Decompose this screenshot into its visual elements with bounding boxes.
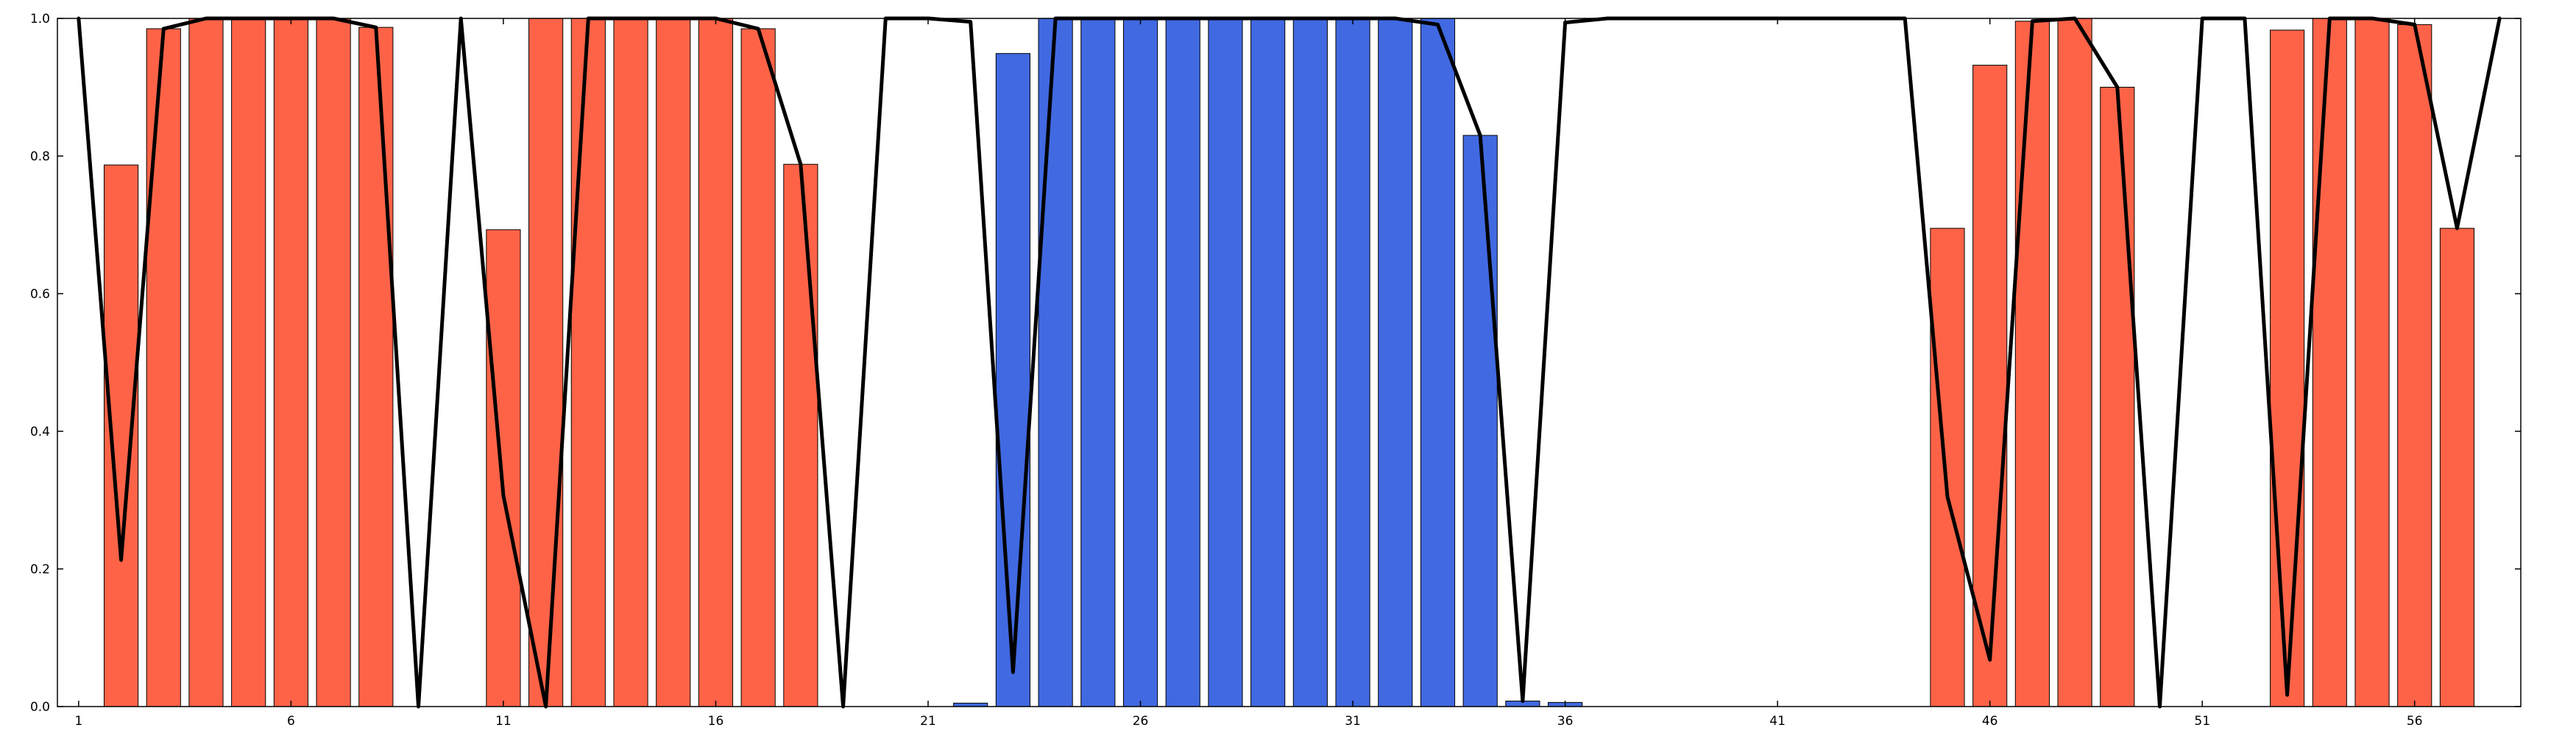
bars-layer: [103, 18, 2475, 707]
bar-s0-x57: [2439, 227, 2475, 707]
x-tick-label: 1: [74, 714, 82, 729]
bar-s0-x8: [358, 26, 394, 707]
x-tick-label: 31: [1345, 714, 1361, 729]
y-tick-label: 0.6: [30, 287, 50, 302]
bar-s1-x27: [1165, 18, 1200, 707]
x-tick-label: 56: [2407, 714, 2423, 729]
x-tick-label: 46: [1982, 714, 1998, 729]
bar-s0-x4: [188, 18, 224, 707]
bar-s0-x17: [740, 28, 776, 707]
bar-s0-x53: [2270, 29, 2305, 707]
bar-s0-x7: [316, 18, 351, 707]
y-tick-label: 1.0: [30, 12, 50, 26]
x-tick-label: 41: [1769, 714, 1786, 729]
bar-s1-x33: [1420, 18, 1456, 707]
bar-s0-x15: [656, 18, 691, 707]
bar-s1-x34: [1462, 135, 1498, 707]
bar-s0-x55: [2354, 18, 2390, 707]
y-tick-label: 0.8: [30, 149, 50, 164]
bar-s1-x31: [1335, 18, 1370, 707]
bar-s1-x30: [1292, 18, 1328, 707]
bar-s0-x46: [1972, 65, 2008, 707]
bar-s0-x54: [2312, 18, 2347, 707]
x-tick-label: 21: [920, 714, 936, 729]
plot-frame: [57, 18, 2522, 707]
y-axis: 0.0 0.2 0.4 0.6 0.8 1.0: [30, 12, 2521, 715]
bar-s1-x24: [1038, 18, 1073, 707]
bar-s0-x6: [273, 18, 308, 707]
bar-s1-x32: [1378, 18, 1413, 707]
bar-s0-x13: [570, 18, 606, 707]
x-tick-label: 11: [495, 714, 512, 729]
bar-s1-x29: [1250, 18, 1286, 707]
bar-s0-x12: [528, 18, 564, 707]
y-tick-label: 0.0: [30, 700, 50, 715]
x-axis: 1 6 11 16 21 26 31 36 41 46 51 56: [74, 18, 2423, 729]
bar-s1-x25: [1080, 18, 1116, 707]
x-tick-label: 6: [287, 714, 295, 729]
bar-s0-x14: [613, 18, 648, 707]
bar-s0-x5: [231, 18, 266, 707]
bar-s0-x18: [783, 163, 818, 707]
x-tick-label: 16: [708, 714, 724, 729]
y-tick-label: 0.4: [30, 425, 50, 439]
bar-s0-x47: [2014, 21, 2050, 707]
x-tick-label: 36: [1557, 714, 1574, 729]
bar-s1-x26: [1122, 18, 1158, 707]
bar-s0-x16: [698, 18, 734, 707]
x-tick-label: 51: [2194, 714, 2210, 729]
bar-s0-x48: [2057, 18, 2092, 707]
bar-s0-x11: [486, 229, 521, 707]
bar-s0-x3: [146, 28, 181, 707]
bar-s0-x56: [2397, 24, 2432, 707]
bar-s0-x45: [1930, 227, 1965, 707]
bar-s1-x28: [1208, 18, 1243, 707]
bar-s0-x2: [103, 164, 139, 707]
bar-s1-x23: [995, 53, 1030, 707]
x-tick-label: 26: [1133, 714, 1149, 729]
bar-s0-x49: [2100, 87, 2135, 707]
y-tick-label: 0.2: [30, 562, 50, 577]
